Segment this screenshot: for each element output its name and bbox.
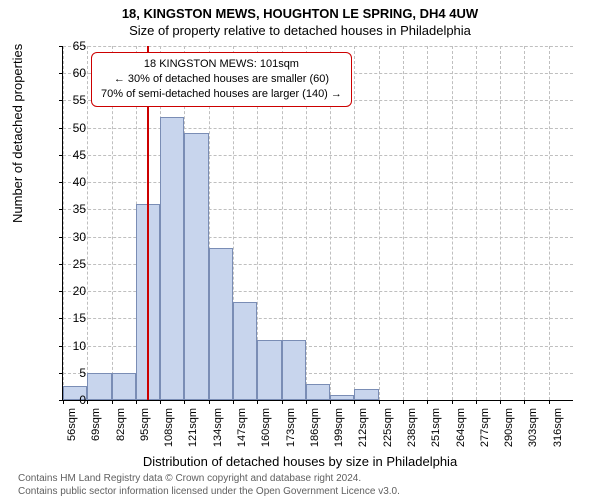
xtick-label: 69sqm bbox=[90, 408, 102, 458]
xtick-label: 225sqm bbox=[382, 408, 394, 458]
xtick-mark bbox=[524, 400, 525, 404]
gridline-v bbox=[500, 46, 501, 400]
xtick-label: 238sqm bbox=[406, 408, 418, 458]
gridline-v bbox=[87, 46, 88, 400]
footer-line1: Contains HM Land Registry data © Crown c… bbox=[18, 473, 400, 486]
xtick-label: 134sqm bbox=[212, 408, 224, 458]
xtick-label: 121sqm bbox=[187, 408, 199, 458]
histogram-bar bbox=[354, 389, 378, 400]
xtick-mark bbox=[87, 400, 88, 404]
ytick-label: 45 bbox=[52, 148, 86, 162]
xtick-label: 173sqm bbox=[285, 408, 297, 458]
xtick-mark bbox=[112, 400, 113, 404]
y-axis-label: Number of detached properties bbox=[10, 44, 25, 223]
xtick-mark bbox=[500, 400, 501, 404]
info-box-line3: 70% of semi-detached houses are larger (… bbox=[101, 87, 342, 102]
ytick-label: 30 bbox=[52, 230, 86, 244]
xtick-mark bbox=[160, 400, 161, 404]
xtick-label: 290sqm bbox=[503, 408, 515, 458]
xtick-label: 82sqm bbox=[115, 408, 127, 458]
xtick-label: 212sqm bbox=[357, 408, 369, 458]
xtick-mark bbox=[379, 400, 380, 404]
xtick-label: 251sqm bbox=[430, 408, 442, 458]
xtick-mark bbox=[403, 400, 404, 404]
xtick-mark bbox=[476, 400, 477, 404]
plot-area: 18 KINGSTON MEWS: 101sqm ← 30% of detach… bbox=[62, 46, 573, 401]
histogram-bar bbox=[112, 373, 136, 400]
histogram-bar bbox=[282, 340, 306, 400]
ytick-label: 15 bbox=[52, 311, 86, 325]
gridline-v bbox=[354, 46, 355, 400]
xtick-mark bbox=[306, 400, 307, 404]
histogram-bar bbox=[257, 340, 281, 400]
gridline-v bbox=[476, 46, 477, 400]
histogram-bar bbox=[233, 302, 257, 400]
xtick-label: 199sqm bbox=[333, 408, 345, 458]
footer-line2: Contains public sector information licen… bbox=[18, 486, 400, 499]
ytick-label: 35 bbox=[52, 202, 86, 216]
ytick-label: 20 bbox=[52, 284, 86, 298]
xtick-mark bbox=[354, 400, 355, 404]
xtick-mark bbox=[549, 400, 550, 404]
xtick-mark bbox=[427, 400, 428, 404]
gridline-h bbox=[63, 46, 573, 47]
xtick-mark bbox=[257, 400, 258, 404]
gridline-v bbox=[403, 46, 404, 400]
ytick-label: 55 bbox=[52, 93, 86, 107]
xtick-mark bbox=[209, 400, 210, 404]
xtick-label: 264sqm bbox=[455, 408, 467, 458]
gridline-v bbox=[379, 46, 380, 400]
ytick-label: 60 bbox=[52, 66, 86, 80]
xtick-mark bbox=[184, 400, 185, 404]
chart-title-line1: 18, KINGSTON MEWS, HOUGHTON LE SPRING, D… bbox=[0, 6, 600, 21]
xtick-mark bbox=[330, 400, 331, 404]
xtick-label: 108sqm bbox=[163, 408, 175, 458]
ytick-label: 10 bbox=[52, 339, 86, 353]
gridline-v bbox=[549, 46, 550, 400]
ytick-label: 50 bbox=[52, 121, 86, 135]
histogram-bar bbox=[330, 395, 354, 400]
info-box-line2: ← 30% of detached houses are smaller (60… bbox=[101, 72, 342, 87]
xtick-label: 303sqm bbox=[527, 408, 539, 458]
histogram-bar bbox=[306, 384, 330, 400]
gridline-v bbox=[524, 46, 525, 400]
gridline-v bbox=[427, 46, 428, 400]
xtick-label: 277sqm bbox=[479, 408, 491, 458]
ytick-label: 5 bbox=[52, 366, 86, 380]
info-box: 18 KINGSTON MEWS: 101sqm ← 30% of detach… bbox=[91, 52, 352, 107]
footer-attribution: Contains HM Land Registry data © Crown c… bbox=[18, 473, 400, 498]
info-box-line1: 18 KINGSTON MEWS: 101sqm bbox=[101, 57, 342, 72]
xtick-mark bbox=[233, 400, 234, 404]
xtick-label: 147sqm bbox=[236, 408, 248, 458]
histogram-bar bbox=[184, 133, 208, 400]
xtick-label: 160sqm bbox=[260, 408, 272, 458]
chart-title-line2: Size of property relative to detached ho… bbox=[0, 23, 600, 38]
xtick-mark bbox=[452, 400, 453, 404]
xtick-mark bbox=[136, 400, 137, 404]
ytick-label: 0 bbox=[52, 393, 86, 407]
ytick-label: 40 bbox=[52, 175, 86, 189]
histogram-bar bbox=[160, 117, 184, 400]
xtick-label: 56sqm bbox=[66, 408, 78, 458]
gridline-v bbox=[452, 46, 453, 400]
xtick-label: 316sqm bbox=[552, 408, 564, 458]
ytick-label: 65 bbox=[52, 39, 86, 53]
ytick-label: 25 bbox=[52, 257, 86, 271]
histogram-bar bbox=[209, 248, 233, 400]
gridline-h bbox=[63, 128, 573, 129]
gridline-h bbox=[63, 155, 573, 156]
xtick-mark bbox=[282, 400, 283, 404]
gridline-h bbox=[63, 182, 573, 183]
histogram-bar bbox=[87, 373, 111, 400]
xtick-label: 186sqm bbox=[309, 408, 321, 458]
xtick-label: 95sqm bbox=[139, 408, 151, 458]
